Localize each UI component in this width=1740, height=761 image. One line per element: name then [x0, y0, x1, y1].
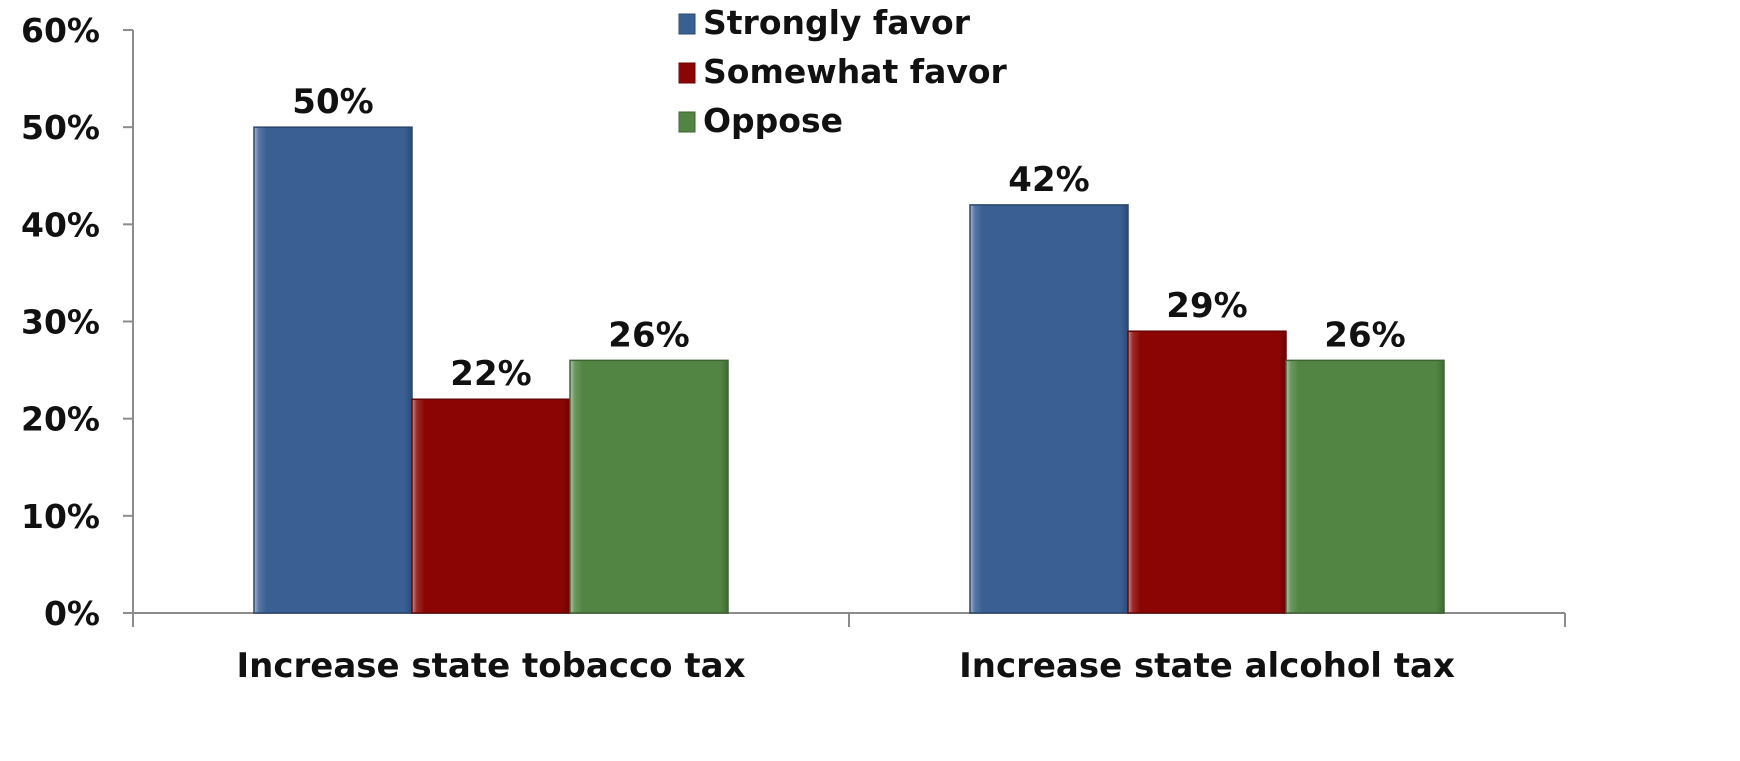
y-tick-label: 20%: [21, 400, 100, 439]
legend-swatch: [678, 13, 696, 35]
legend-label: Oppose: [703, 101, 843, 140]
legend: Strongly favor Somewhat favor Oppose: [678, 3, 1008, 140]
data-label: 22%: [450, 354, 531, 394]
bar-somewhat-favor: [411, 398, 571, 614]
data-label: 50%: [292, 82, 373, 122]
bar-somewhat-favor: [1127, 330, 1287, 614]
data-label: 42%: [1008, 160, 1089, 200]
y-tick-label: 10%: [21, 497, 100, 536]
legend-swatch: [678, 62, 696, 84]
data-label: 26%: [608, 315, 689, 355]
axes: 0% 10% 20% 30% 40% 50% 60% Increase state tobac…: [21, 11, 1566, 686]
bar-oppose: [1285, 359, 1445, 614]
x-category-label: Increase state alcohol tax: [959, 646, 1455, 686]
data-labels: 50% 22% 26% 42% 29% 26%: [292, 82, 1405, 394]
data-label: 29%: [1166, 286, 1247, 326]
y-tick-label: 50%: [21, 108, 100, 147]
x-category-label: Increase state tobacco tax: [236, 646, 745, 686]
y-tick-label: 30%: [21, 303, 100, 342]
bar-strongly-favor: [253, 126, 413, 614]
y-tick-label: 40%: [21, 205, 100, 244]
bars: [253, 126, 1445, 614]
y-tick-label: 0%: [44, 594, 100, 633]
bar-strongly-favor: [969, 204, 1129, 614]
bar-oppose: [569, 359, 729, 614]
data-label: 26%: [1324, 315, 1405, 355]
legend-swatch: [678, 111, 696, 133]
legend-label: Strongly favor: [703, 3, 971, 42]
legend-label: Somewhat favor: [703, 52, 1008, 91]
y-tick-label: 60%: [21, 11, 100, 50]
